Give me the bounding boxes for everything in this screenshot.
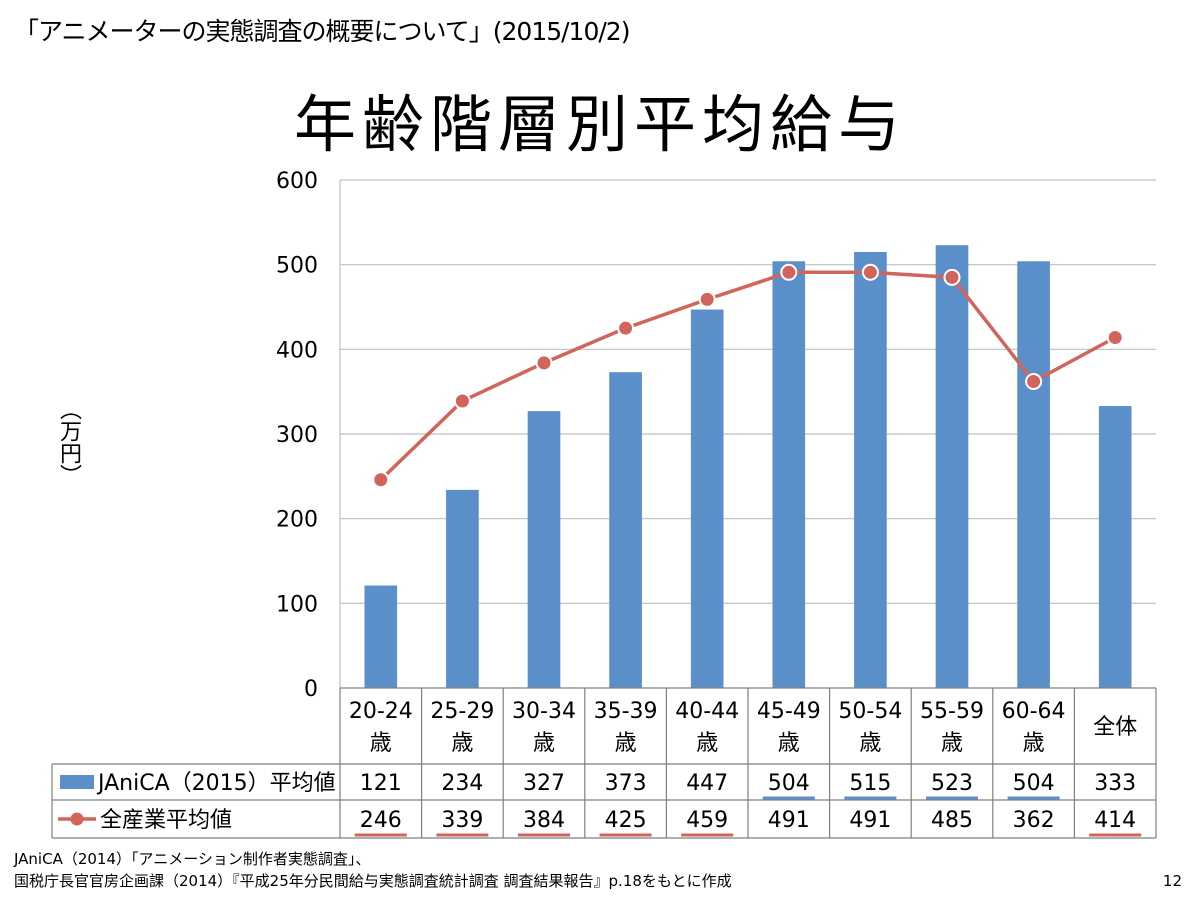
bar-value-label: 373 bbox=[605, 771, 647, 796]
line-point bbox=[617, 319, 635, 337]
category-label: 45-49 bbox=[757, 699, 821, 724]
line-point bbox=[1106, 328, 1124, 346]
line-value-label: 384 bbox=[523, 808, 565, 833]
category-label: 35-39 bbox=[594, 699, 658, 724]
bar bbox=[935, 245, 969, 688]
bar-value-label: 523 bbox=[931, 771, 973, 796]
line-point bbox=[453, 392, 471, 410]
source-line-2: 国税庁長官官房企画課（2014）『平成25年分民間給与実態調査統計調査 調査結果… bbox=[14, 872, 732, 890]
bar-value-label: 333 bbox=[1094, 771, 1136, 796]
bar-value-label: 515 bbox=[849, 771, 891, 796]
category-label: 歳 bbox=[859, 731, 881, 756]
y-axis-label: （万円） bbox=[56, 398, 81, 486]
page-title: 年齢階層別平均給与 bbox=[293, 88, 906, 161]
bar-value-label: 234 bbox=[441, 771, 483, 796]
line-value-label: 246 bbox=[360, 808, 402, 833]
line-value-label: 485 bbox=[931, 808, 973, 833]
header-text: 「アニメーターの実態調査の概要について」(2015/10/2) bbox=[14, 17, 630, 46]
line-point bbox=[372, 471, 390, 489]
bar-value-label: 504 bbox=[768, 771, 810, 796]
bar bbox=[609, 372, 642, 688]
category-label: 歳 bbox=[778, 731, 800, 756]
bar-value-label: 121 bbox=[360, 771, 402, 796]
category-label: 歳 bbox=[696, 731, 718, 756]
category-label: 20-24 bbox=[349, 699, 413, 724]
category-label: 歳 bbox=[451, 731, 473, 756]
category-label: 60-64 bbox=[1002, 699, 1066, 724]
category-label: 歳 bbox=[533, 731, 555, 756]
line-point bbox=[861, 263, 879, 281]
line-value-label: 491 bbox=[849, 808, 891, 833]
bar bbox=[772, 261, 806, 688]
line-point bbox=[698, 290, 716, 308]
category-label: 全体 bbox=[1093, 715, 1137, 740]
category-label: 歳 bbox=[1023, 731, 1045, 756]
line-point bbox=[780, 263, 798, 281]
y-tick-label: 500 bbox=[276, 254, 318, 279]
legend-swatch-bar bbox=[60, 775, 94, 789]
bar bbox=[446, 489, 479, 688]
source-line-1: JAniCA（2014）「アニメーション制作者実態調査」、 bbox=[14, 850, 371, 868]
y-tick-label: 100 bbox=[276, 592, 318, 617]
y-tick-label: 600 bbox=[276, 169, 318, 194]
y-tick-label: 200 bbox=[276, 508, 318, 533]
category-label: 25-29 bbox=[430, 699, 494, 724]
y-tick-label: 400 bbox=[276, 338, 318, 363]
series-line bbox=[379, 270, 1117, 481]
bar bbox=[690, 309, 724, 688]
line-point bbox=[1025, 373, 1043, 391]
line-point bbox=[943, 268, 961, 286]
category-label: 歳 bbox=[941, 731, 963, 756]
legend-swatch-marker bbox=[70, 812, 84, 826]
line-value-label: 491 bbox=[768, 808, 810, 833]
bar bbox=[854, 251, 887, 688]
category-label: 30-34 bbox=[512, 699, 576, 724]
line-value-label: 459 bbox=[686, 808, 728, 833]
legend-label: JAniCA（2015）平均値 bbox=[96, 771, 336, 796]
line-value-label: 425 bbox=[605, 808, 647, 833]
bar-value-label: 504 bbox=[1013, 771, 1055, 796]
y-tick-label: 0 bbox=[304, 677, 318, 702]
category-label: 40-44 bbox=[675, 699, 739, 724]
line-point bbox=[535, 354, 553, 372]
line-value-label: 339 bbox=[441, 808, 483, 833]
bar bbox=[364, 585, 398, 688]
bar bbox=[1017, 261, 1050, 688]
category-label: 歳 bbox=[615, 731, 637, 756]
legend-label: 全産業平均値 bbox=[100, 808, 232, 833]
y-tick-label: 300 bbox=[276, 423, 318, 448]
bar bbox=[1098, 406, 1132, 688]
category-label: 50-54 bbox=[838, 699, 902, 724]
bar-value-label: 447 bbox=[686, 771, 728, 796]
bar-value-label: 327 bbox=[523, 771, 565, 796]
category-label: 歳 bbox=[370, 731, 392, 756]
line-value-label: 362 bbox=[1013, 808, 1055, 833]
bar bbox=[527, 411, 561, 688]
page-number: 12 bbox=[1162, 872, 1182, 890]
category-label: 55-59 bbox=[920, 699, 984, 724]
line-value-label: 414 bbox=[1094, 808, 1136, 833]
source-note: JAniCA（2014）「アニメーション制作者実態調査」、 国税庁長官官房企画課… bbox=[14, 848, 732, 892]
